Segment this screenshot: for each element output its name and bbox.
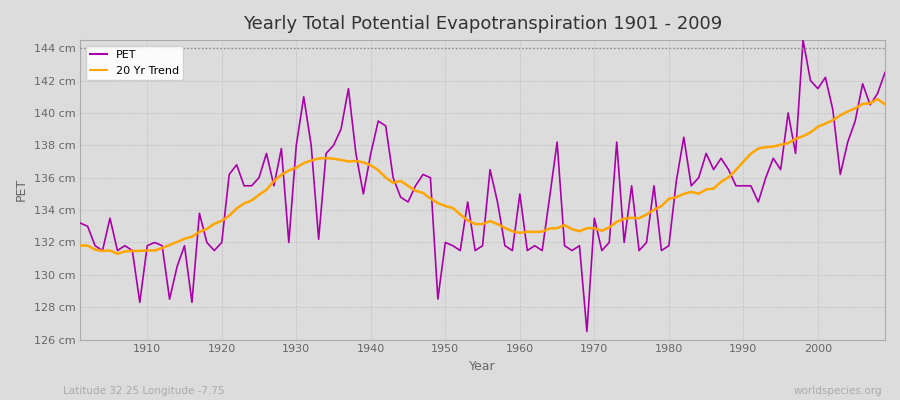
20 Yr Trend bbox=[142, 248, 153, 253]
Line: PET: PET bbox=[80, 40, 885, 332]
20 Yr Trend bbox=[75, 243, 86, 248]
PET bbox=[134, 300, 145, 305]
PET bbox=[515, 192, 526, 196]
20 Yr Trend bbox=[522, 229, 533, 234]
20 Yr Trend bbox=[515, 230, 526, 235]
PET bbox=[507, 248, 517, 253]
PET bbox=[611, 140, 622, 144]
PET bbox=[343, 86, 354, 91]
Y-axis label: PET: PET bbox=[15, 178, 28, 202]
Legend: PET, 20 Yr Trend: PET, 20 Yr Trend bbox=[86, 46, 184, 80]
20 Yr Trend bbox=[112, 251, 122, 256]
Text: worldspecies.org: worldspecies.org bbox=[794, 386, 882, 396]
X-axis label: Year: Year bbox=[469, 360, 496, 373]
Text: Latitude 32.25 Longitude -7.75: Latitude 32.25 Longitude -7.75 bbox=[63, 386, 225, 396]
20 Yr Trend bbox=[306, 158, 317, 163]
PET bbox=[581, 329, 592, 334]
20 Yr Trend bbox=[879, 102, 890, 107]
Line: 20 Yr Trend: 20 Yr Trend bbox=[80, 99, 885, 254]
PET bbox=[797, 38, 808, 42]
20 Yr Trend bbox=[872, 97, 883, 102]
20 Yr Trend bbox=[350, 158, 361, 163]
Title: Yearly Total Potential Evapotranspiration 1901 - 2009: Yearly Total Potential Evapotranspiratio… bbox=[243, 15, 722, 33]
PET bbox=[879, 70, 890, 75]
20 Yr Trend bbox=[611, 220, 622, 224]
PET bbox=[75, 221, 86, 226]
PET bbox=[298, 94, 309, 99]
